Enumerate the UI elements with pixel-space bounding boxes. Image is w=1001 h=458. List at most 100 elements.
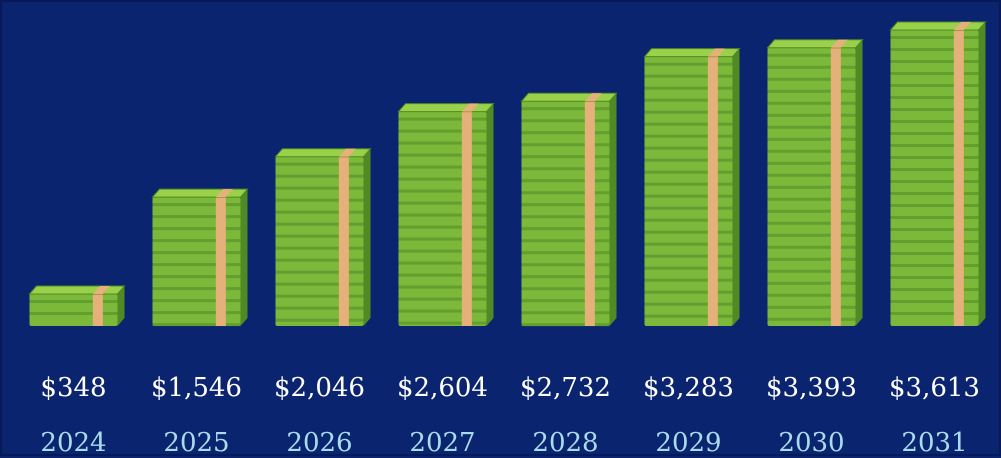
bill-layer-edge: [644, 62, 733, 66]
bill-layer-edge: [398, 201, 487, 205]
bill-layer-edge: [890, 204, 979, 207]
year-label: 2026: [286, 428, 352, 458]
bill-layer-edge: [398, 237, 487, 241]
bill-layer-edge: [398, 165, 487, 169]
cash-stack-2029: [643, 48, 741, 326]
bill-layer-edge: [521, 179, 610, 183]
bill-layer-edge: [398, 321, 487, 325]
stack-side: [240, 189, 248, 326]
bill-layer-edge: [767, 305, 856, 309]
bill-layer-edge: [521, 287, 610, 291]
stack-side: [117, 286, 125, 326]
bill-layer-edge: [767, 197, 856, 201]
bill-layer-edge: [152, 299, 241, 303]
bill-layer-edge: [644, 146, 733, 150]
bill-layer-edge: [275, 282, 364, 286]
bill-layer-edge: [398, 297, 487, 301]
bill-layer-edge: [890, 84, 979, 87]
bill-layer-edge: [521, 131, 610, 135]
bill-layer-edge: [767, 113, 856, 117]
bill-layer-edge: [521, 263, 610, 267]
bill-layer-edge: [275, 210, 364, 214]
bill-layer-edge: [275, 246, 364, 250]
bill-layer-edge: [521, 167, 610, 171]
bill-layer-edge: [767, 209, 856, 213]
bill-layer-edge: [644, 242, 733, 246]
bill-layer-edge: [152, 287, 241, 291]
labels-layer: $348 2024 $1,546 2025 $2,046 2026 $2,604 2027 $2…: [40, 373, 980, 458]
bill-layer-edge: [890, 156, 979, 159]
top-band: [338, 148, 356, 157]
bill-layer-edge: [398, 285, 487, 289]
bill-layer-edge: [521, 191, 610, 195]
year-label: 2031: [901, 428, 967, 458]
bill-layer-edge: [521, 107, 610, 111]
year-label: 2025: [163, 428, 229, 458]
stack-side: [609, 93, 617, 326]
bill-layer-edge: [890, 36, 979, 39]
bill-layer-edge: [767, 221, 856, 225]
top-band: [92, 286, 110, 294]
bill-layer-edge: [152, 251, 241, 255]
bill-layer-edge: [890, 72, 979, 75]
stack-side: [855, 39, 863, 326]
bill-layer-edge: [644, 182, 733, 186]
bill-layer-edge: [644, 230, 733, 234]
bill-layer-edge: [767, 101, 856, 105]
bill-layer-edge: [398, 249, 487, 253]
top-band: [215, 189, 233, 198]
bill-layer-edge: [275, 318, 364, 322]
bill-layer-edge: [275, 294, 364, 298]
year-label: 2029: [655, 428, 721, 458]
money-band: [830, 47, 841, 326]
bill-layer-edge: [767, 173, 856, 177]
top-bill: [274, 148, 372, 158]
stack-side: [978, 22, 986, 326]
top-bill: [643, 48, 741, 58]
bill-layer-edge: [767, 281, 856, 285]
top-bill: [889, 21, 987, 31]
bill-layer-edge: [275, 234, 364, 238]
bill-layer-edge: [29, 312, 118, 315]
bill-layer-edge: [644, 194, 733, 198]
cash-stack-2026: [274, 148, 372, 326]
stack-front: [644, 56, 733, 326]
bill-layer-edge: [398, 261, 487, 265]
money-band: [461, 111, 472, 326]
bill-layer-edge: [767, 89, 856, 93]
bill-layer-edge: [644, 278, 733, 282]
top-bill: [520, 92, 618, 102]
bill-layer-edge: [521, 143, 610, 147]
bill-layer-edge: [644, 122, 733, 126]
bill-layer-edge: [890, 96, 979, 99]
bill-layer-edge: [521, 155, 610, 159]
value-label: $2,732: [520, 373, 611, 403]
bill-layer-edge: [275, 162, 364, 166]
stack-side: [363, 148, 371, 326]
value-label: $3,283: [643, 373, 734, 403]
bill-layer-edge: [275, 186, 364, 190]
bill-layer-edge: [398, 129, 487, 133]
bill-layer-edge: [644, 98, 733, 102]
bill-layer-edge: [644, 254, 733, 258]
bill-layer-edge: [521, 299, 610, 303]
bill-layer-edge: [398, 153, 487, 157]
bill-layer-edge: [398, 177, 487, 181]
top-bill: [397, 103, 495, 113]
bill-layer-edge: [767, 161, 856, 165]
bill-layer-edge: [890, 228, 979, 231]
bill-layer-edge: [890, 60, 979, 63]
bill-layer-edge: [890, 276, 979, 279]
bill-layer-edge: [890, 252, 979, 255]
bill-layer-edge: [398, 225, 487, 229]
money-band: [338, 156, 349, 326]
bill-layer-edge: [767, 233, 856, 237]
cash-stack-2028: [520, 92, 618, 327]
top-band: [584, 93, 602, 102]
bill-layer-edge: [890, 312, 979, 315]
bill-layer-edge: [521, 323, 610, 327]
bill-layer-edge: [644, 302, 733, 306]
bill-layer-edge: [890, 240, 979, 243]
bill-layer-edge: [767, 65, 856, 69]
bill-layer-edge: [152, 263, 241, 267]
